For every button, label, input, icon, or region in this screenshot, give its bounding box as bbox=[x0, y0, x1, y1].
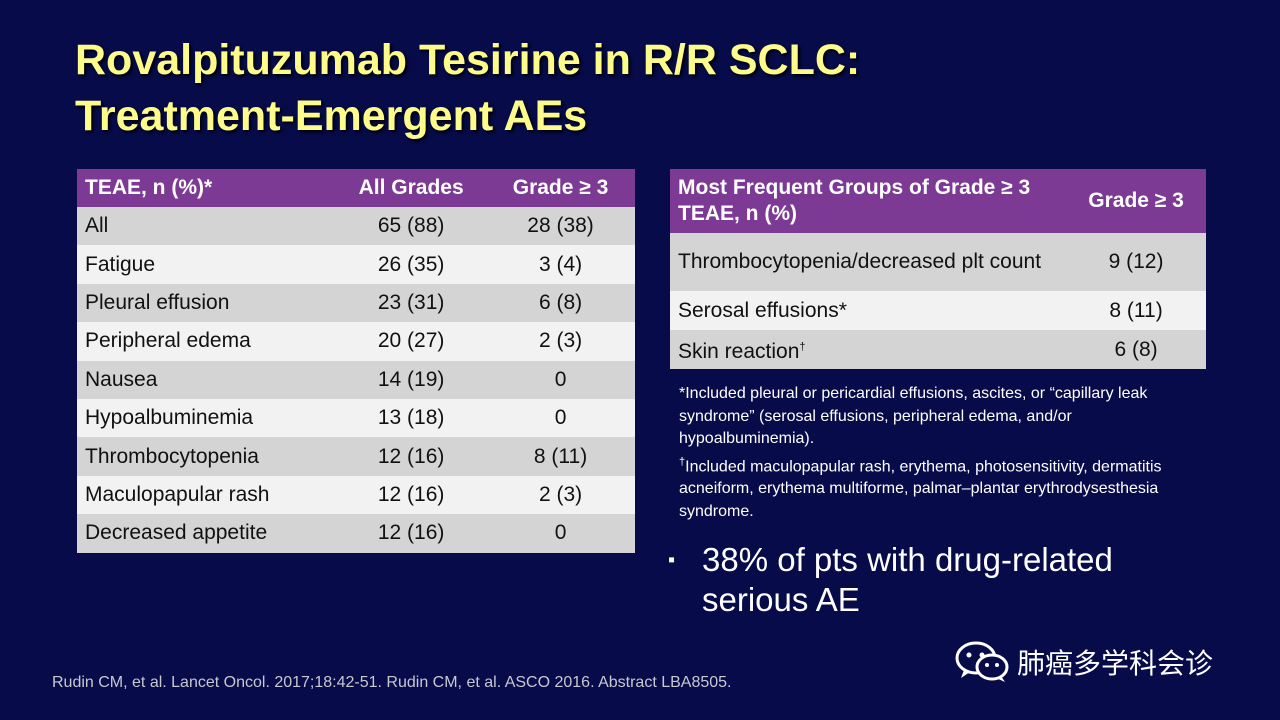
footnote-skin: †Included maculopapular rash, erythema, … bbox=[679, 451, 1199, 524]
cell-all-grades: 14 (19) bbox=[336, 360, 487, 399]
bullet-text: 38% of pts with drug-related serious AE bbox=[702, 541, 1113, 618]
cell-ae-name: Decreased appetite bbox=[77, 514, 337, 553]
table-row: All 65 (88) 28 (38) bbox=[77, 207, 635, 246]
footnote-skin-text: Included maculopapular rash, erythema, p… bbox=[679, 457, 1162, 520]
key-finding-bullet: ▪ 38% of pts with drug-related serious A… bbox=[668, 540, 1228, 620]
cell-all-grades: 20 (27) bbox=[336, 322, 487, 361]
slide-title-line1: Rovalpituzumab Tesirine in R/R SCLC: bbox=[75, 36, 861, 84]
cell-all-grades: 12 (16) bbox=[336, 475, 487, 515]
cell-grade3: 2 (3) bbox=[486, 475, 635, 515]
cell-ae-name: Pleural effusion bbox=[77, 283, 337, 323]
cell-ae-name: Peripheral edema bbox=[77, 322, 337, 361]
wechat-icon bbox=[955, 641, 1009, 682]
table-row: Pleural effusion 23 (31) 6 (8) bbox=[77, 283, 635, 323]
header-groups: Most Frequent Groups of Grade ≥ 3 TEAE, … bbox=[670, 169, 1067, 233]
cell-all-grades: 13 (18) bbox=[336, 398, 487, 438]
dagger-marker: † bbox=[799, 341, 806, 353]
cell-grade3: 3 (4) bbox=[486, 245, 635, 284]
header-all-grades: All Grades bbox=[336, 169, 487, 207]
table-row: Decreased appetite 12 (16) 0 bbox=[77, 514, 635, 553]
watermark-text: 肺癌多学科会诊 bbox=[1017, 648, 1214, 679]
cell-grade3: 8 (11) bbox=[486, 437, 635, 476]
group-label: Thrombocytopenia/decreased plt count bbox=[678, 250, 1042, 273]
table-row: Skin reaction† 6 (8) bbox=[670, 330, 1206, 369]
table-row: Nausea 14 (19) 0 bbox=[77, 360, 635, 399]
cell-grade3: 2 (3) bbox=[486, 322, 635, 361]
cell-grade3: 9 (12) bbox=[1066, 233, 1206, 291]
teae-table: TEAE, n (%)* All Grades Grade ≥ 3 All 65… bbox=[77, 169, 635, 553]
cell-ae-name: Thrombocytopenia bbox=[77, 437, 337, 476]
cell-ae-name: Nausea bbox=[77, 360, 337, 399]
cell-grade3: 0 bbox=[486, 360, 635, 399]
dagger-marker: † bbox=[679, 455, 686, 468]
cell-all-grades: 12 (16) bbox=[336, 437, 487, 476]
cell-group-name: Serosal effusions* bbox=[670, 291, 1067, 330]
group-label: Serosal effusions* bbox=[678, 298, 847, 322]
cell-grade3: 8 (11) bbox=[1066, 291, 1206, 330]
slide-title: Rovalpituzumab Tesirine in R/R SCLC: Tre… bbox=[75, 32, 1225, 144]
cell-grade3: 28 (38) bbox=[486, 207, 635, 246]
cell-grade3: 6 (8) bbox=[1066, 330, 1206, 369]
cell-ae-name: Fatigue bbox=[77, 245, 337, 284]
table-row: Thrombocytopenia 12 (16) 8 (11) bbox=[77, 437, 635, 476]
header-teae: TEAE, n (%)* bbox=[77, 169, 337, 207]
cell-group-name: Thrombocytopenia/decreased plt count bbox=[670, 233, 1067, 291]
table-row: Thrombocytopenia/decreased plt count 9 (… bbox=[670, 233, 1206, 291]
cell-all-grades: 26 (35) bbox=[336, 245, 487, 284]
cell-ae-name: Maculopapular rash bbox=[77, 475, 337, 515]
table-row: Maculopapular rash 12 (16) 2 (3) bbox=[77, 475, 635, 515]
grade3-groups-table: Most Frequent Groups of Grade ≥ 3 TEAE, … bbox=[670, 169, 1206, 369]
header-grade3: Grade ≥ 3 bbox=[486, 169, 635, 207]
cell-grade3: 6 (8) bbox=[486, 283, 635, 323]
table-row: Fatigue 26 (35) 3 (4) bbox=[77, 245, 635, 284]
group-label: Skin reaction bbox=[678, 340, 800, 363]
bullet-marker: ▪ bbox=[668, 549, 676, 571]
cell-all-grades: 65 (88) bbox=[336, 207, 487, 246]
table-row: Serosal effusions* 8 (11) bbox=[670, 291, 1206, 330]
cell-grade3: 0 bbox=[486, 398, 635, 438]
cell-ae-name: Hypoalbuminemia bbox=[77, 398, 337, 438]
watermark: 肺癌多学科会诊 bbox=[955, 640, 1213, 684]
cell-ae-name: All bbox=[77, 207, 337, 246]
cell-all-grades: 23 (31) bbox=[336, 283, 487, 323]
grade3-groups-header: Most Frequent Groups of Grade ≥ 3 TEAE, … bbox=[670, 169, 1206, 233]
table-row: Peripheral edema 20 (27) 2 (3) bbox=[77, 322, 635, 361]
teae-table-header: TEAE, n (%)* All Grades Grade ≥ 3 bbox=[77, 169, 635, 207]
cell-group-name: Skin reaction† bbox=[670, 330, 1067, 369]
header-grade3: Grade ≥ 3 bbox=[1066, 169, 1206, 233]
footnotes: *Included pleural or pericardial effusio… bbox=[679, 383, 1199, 523]
cell-all-grades: 12 (16) bbox=[336, 514, 487, 553]
slide-title-line2: Treatment-Emergent AEs bbox=[75, 92, 588, 140]
citation: Rudin CM, et al. Lancet Oncol. 2017;18:4… bbox=[52, 674, 732, 691]
footnote-serosal: *Included pleural or pericardial effusio… bbox=[679, 385, 1148, 447]
table-row: Hypoalbuminemia 13 (18) 0 bbox=[77, 398, 635, 438]
cell-grade3: 0 bbox=[486, 514, 635, 553]
